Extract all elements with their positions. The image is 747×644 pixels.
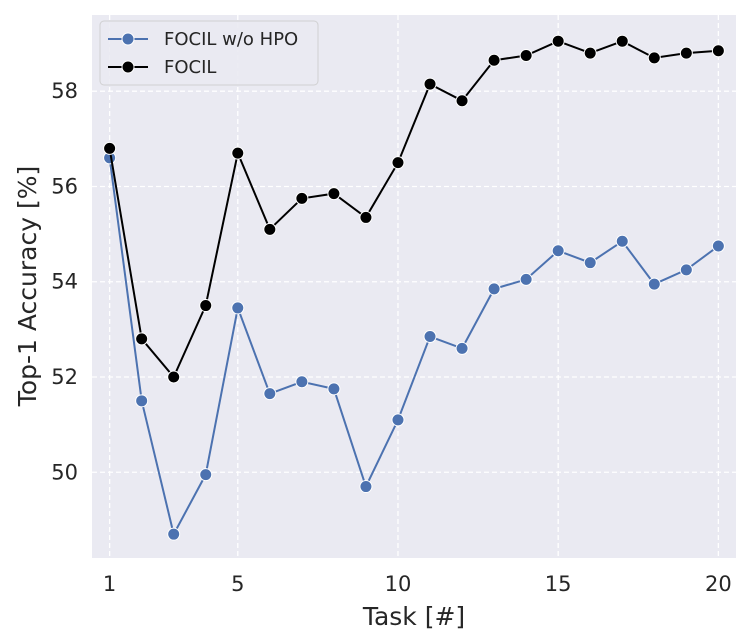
data-point bbox=[487, 282, 501, 296]
grid-lines bbox=[92, 15, 736, 558]
data-point bbox=[295, 375, 309, 389]
y-tick-label: 54 bbox=[51, 270, 78, 294]
legend-label: FOCIL w/o HPO bbox=[164, 29, 298, 50]
y-tick-labels: 50 52 54 56 58 bbox=[51, 79, 78, 484]
data-point bbox=[199, 299, 213, 313]
data-point bbox=[519, 272, 533, 286]
data-point bbox=[711, 44, 725, 58]
y-tick-label: 52 bbox=[51, 365, 78, 389]
x-tick-label: 5 bbox=[231, 572, 244, 596]
y-tick-label: 56 bbox=[51, 174, 78, 198]
data-point bbox=[103, 141, 117, 155]
data-point bbox=[615, 234, 629, 248]
data-point bbox=[455, 94, 469, 108]
data-point bbox=[679, 263, 693, 277]
data-point bbox=[391, 413, 405, 427]
data-series bbox=[103, 34, 725, 541]
x-tick-label: 10 bbox=[385, 572, 412, 596]
data-point bbox=[551, 244, 565, 258]
y-axis-label: Top-1 Accuracy [%] bbox=[13, 166, 42, 407]
data-point bbox=[231, 146, 245, 160]
data-point bbox=[263, 222, 277, 236]
data-point bbox=[199, 468, 213, 482]
x-tick-label: 1 bbox=[103, 572, 116, 596]
data-point bbox=[231, 301, 245, 315]
legend-label: FOCIL bbox=[164, 57, 216, 78]
data-point bbox=[583, 256, 597, 270]
data-point bbox=[327, 187, 341, 201]
data-point bbox=[423, 330, 437, 344]
series-2 bbox=[103, 34, 725, 384]
data-point bbox=[647, 277, 661, 291]
data-point bbox=[583, 46, 597, 60]
data-point bbox=[295, 191, 309, 205]
legend: FOCIL w/o HPO FOCIL bbox=[99, 20, 319, 86]
y-tick-label: 58 bbox=[51, 79, 78, 103]
data-point bbox=[167, 370, 181, 384]
data-point bbox=[359, 210, 373, 224]
data-point bbox=[167, 527, 181, 541]
data-point bbox=[263, 387, 277, 401]
data-point bbox=[551, 34, 565, 48]
x-tick-label: 15 bbox=[545, 572, 572, 596]
series-1 bbox=[103, 151, 725, 541]
x-axis-label: Task [#] bbox=[362, 602, 465, 631]
data-point bbox=[455, 341, 469, 355]
data-point bbox=[359, 480, 373, 494]
data-point bbox=[327, 382, 341, 396]
legend-box bbox=[99, 20, 319, 86]
x-tick-label: 20 bbox=[705, 572, 732, 596]
legend-marker bbox=[121, 60, 135, 74]
legend-marker bbox=[121, 32, 135, 46]
plot-area bbox=[92, 15, 736, 558]
y-tick-label: 50 bbox=[51, 460, 78, 484]
data-point bbox=[423, 77, 437, 91]
data-point bbox=[519, 48, 533, 62]
data-point bbox=[391, 156, 405, 170]
data-point bbox=[615, 34, 629, 48]
data-point bbox=[679, 46, 693, 60]
data-point bbox=[711, 239, 725, 253]
data-point bbox=[487, 53, 501, 67]
x-tick-labels: 1 5 10 15 20 bbox=[103, 572, 732, 596]
data-point bbox=[135, 332, 149, 346]
data-point bbox=[135, 394, 149, 408]
data-point bbox=[647, 51, 661, 65]
